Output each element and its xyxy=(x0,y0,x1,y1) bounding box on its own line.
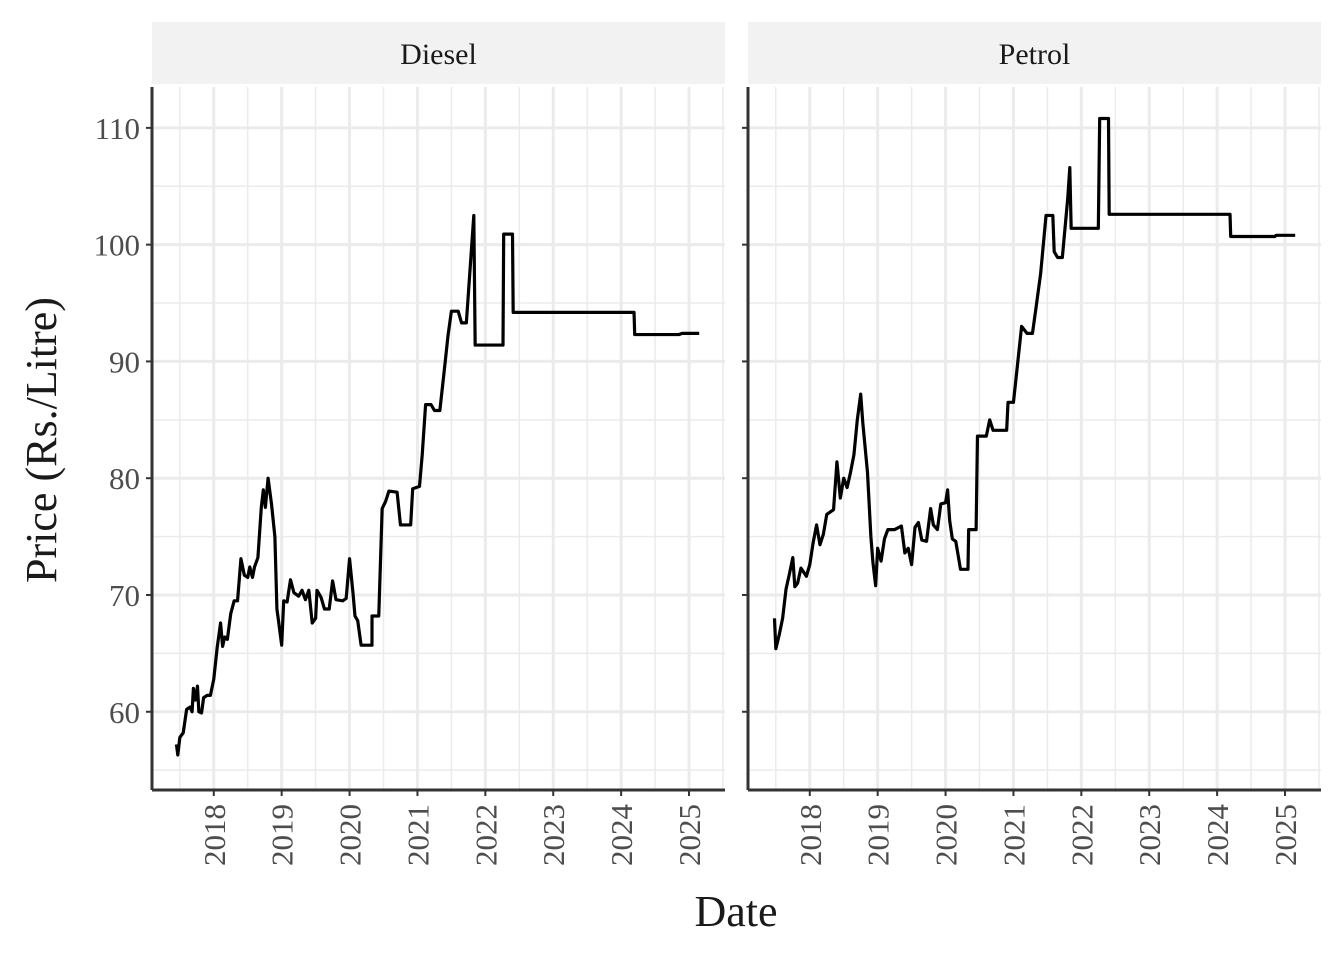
x-tick-label: 2019 xyxy=(861,804,896,866)
x-tick-label: 2025 xyxy=(672,804,707,866)
x-tick-label: 2020 xyxy=(929,804,964,866)
facet-title: Petrol xyxy=(999,38,1071,71)
x-tick-label: 2022 xyxy=(1064,804,1099,866)
y-tick-label: 90 xyxy=(109,344,140,379)
x-tick-label: 2024 xyxy=(1200,804,1235,867)
price-line xyxy=(772,116,1296,651)
x-tick-label: 2023 xyxy=(536,804,571,866)
x-tick-label: 2024 xyxy=(604,804,639,867)
x-tick-label: 2018 xyxy=(793,804,828,866)
y-tick-label: 100 xyxy=(94,228,141,263)
facet-title: Diesel xyxy=(400,38,477,71)
x-tick-label: 2021 xyxy=(400,804,435,866)
x-tick-label: 2023 xyxy=(1132,804,1167,866)
x-tick-label: 2021 xyxy=(996,804,1031,866)
y-axis-title: Price (Rs./Litre) xyxy=(17,297,66,583)
y-tick-label: 70 xyxy=(109,578,140,613)
x-tick-label: 2025 xyxy=(1268,804,1303,866)
x-tick-label: 2019 xyxy=(265,804,300,866)
strip xyxy=(152,22,725,84)
y-tick-label: 60 xyxy=(109,695,140,730)
y-tick-label: 80 xyxy=(109,461,140,496)
x-axis-title: Date xyxy=(694,887,777,936)
x-tick-label: 2018 xyxy=(197,804,232,866)
strip xyxy=(748,22,1321,84)
y-tick-label: 110 xyxy=(95,111,140,146)
price-line xyxy=(174,213,700,757)
x-tick-label: 2022 xyxy=(468,804,503,866)
x-tick-label: 2020 xyxy=(333,804,368,866)
